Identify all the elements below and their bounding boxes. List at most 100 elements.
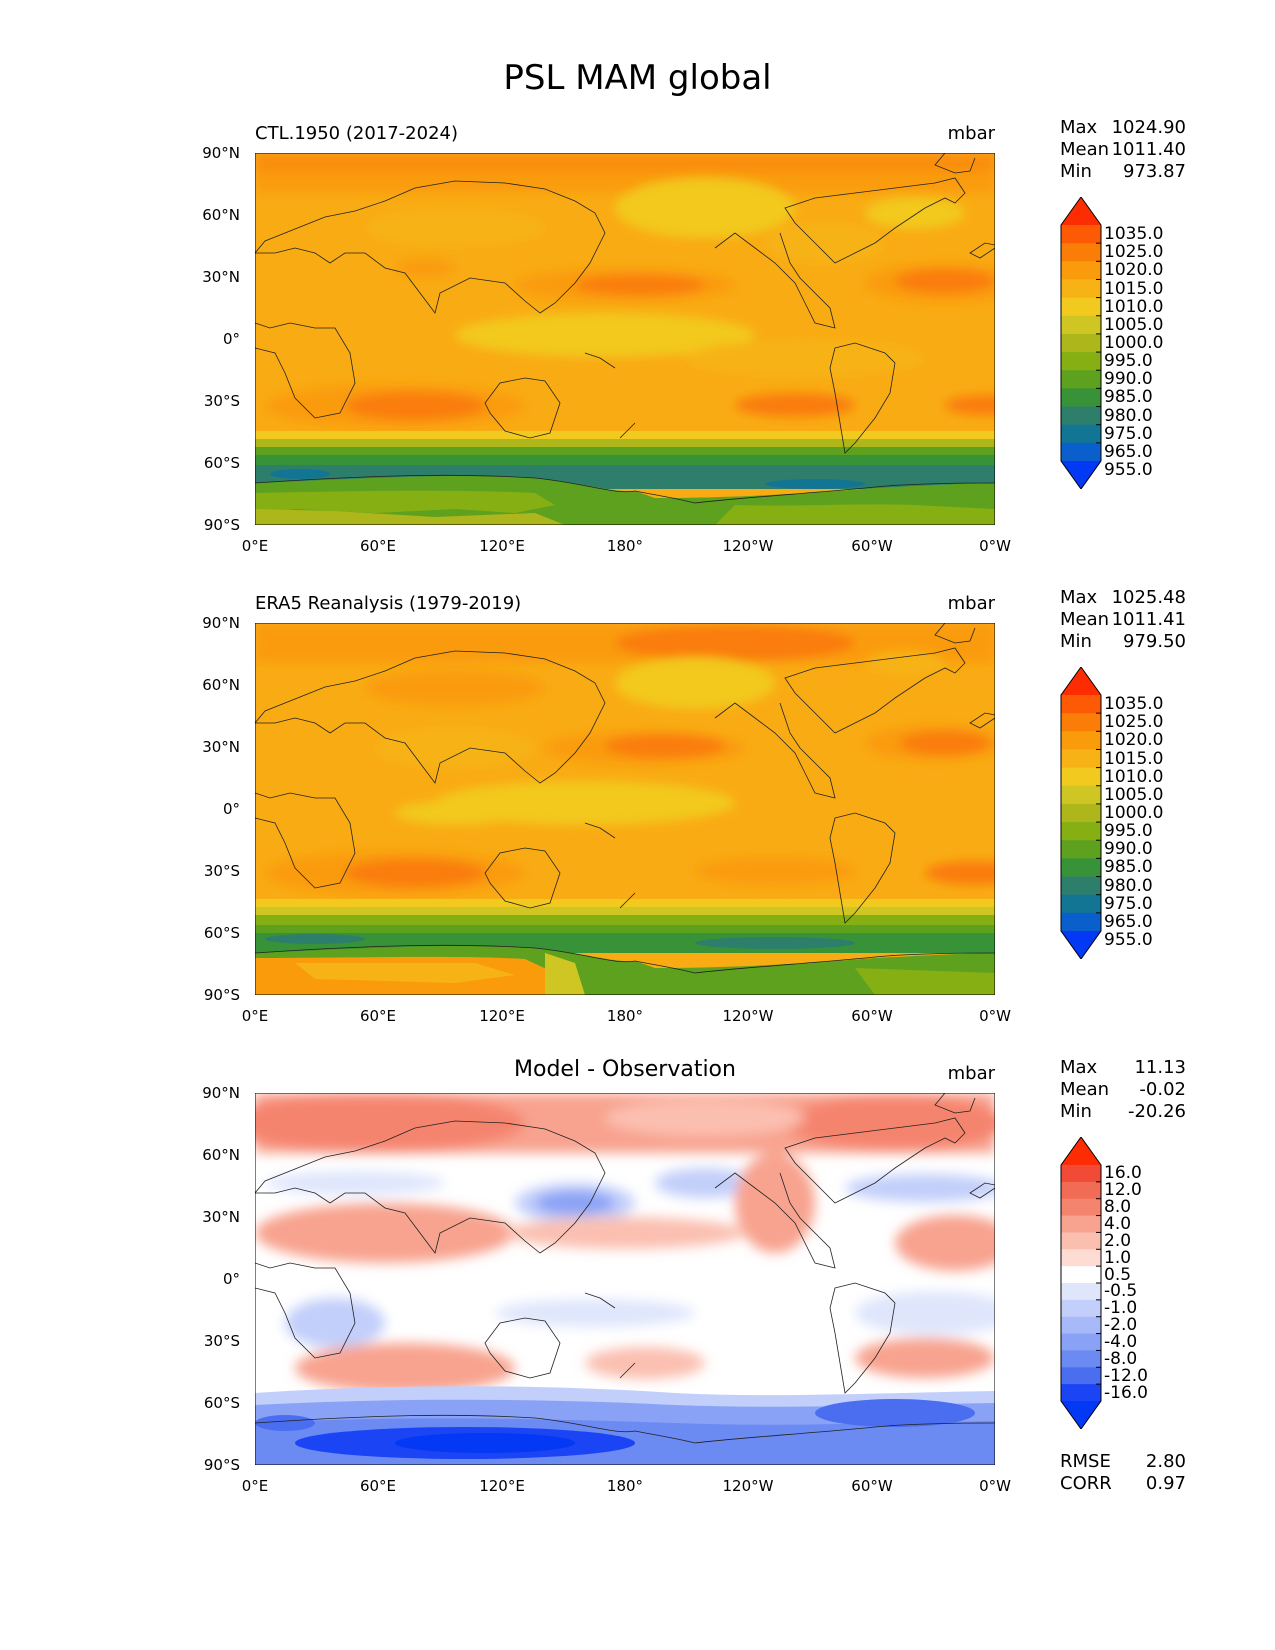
colorbar-tick-label: 1005.0 xyxy=(1104,784,1164,805)
lon-label: 120°W xyxy=(722,1007,774,1025)
lon-label: 0°W xyxy=(979,1007,1011,1025)
rmse-value: 2.80 xyxy=(1145,1451,1186,1472)
corr-metric: CORR 0.97 xyxy=(1060,1473,1186,1494)
lon-label: 120°E xyxy=(479,1477,525,1495)
lat-label: 30°N xyxy=(202,268,240,286)
lat-label: 0° xyxy=(222,330,240,348)
stat-mean-label: Mean xyxy=(1060,609,1110,630)
lat-label: 0° xyxy=(222,800,240,818)
colorbar-tick-label: 1025.0 xyxy=(1104,712,1164,733)
lat-label: 60°N xyxy=(202,676,240,694)
colorbar xyxy=(1060,667,1102,959)
lon-label: 60°W xyxy=(851,537,893,555)
colorbar-tick-label: 975.0 xyxy=(1104,423,1153,444)
lat-label: 30°S xyxy=(203,1332,240,1350)
colorbar-tick-label: 1010.0 xyxy=(1104,296,1164,317)
colorbar-tick-label: -0.5 xyxy=(1104,1281,1138,1302)
lon-label: 120°W xyxy=(722,1477,774,1495)
colorbar-tick-label: 980.0 xyxy=(1104,875,1153,896)
lon-label: 180° xyxy=(606,1007,644,1025)
colorbar-tick-label: -16.0 xyxy=(1104,1382,1148,1403)
stat-min-label: Min xyxy=(1060,1101,1092,1122)
lat-label: 90°N xyxy=(202,614,240,632)
stat-min-value: 979.50 xyxy=(1123,631,1186,652)
colorbar-tick-label: -4.0 xyxy=(1104,1332,1138,1352)
colorbar-tick-label: -12.0 xyxy=(1104,1365,1148,1386)
panel-units: mbar xyxy=(947,593,995,614)
colorbar-tick-label: 985.0 xyxy=(1104,387,1153,408)
colorbar-tick-label: 980.0 xyxy=(1104,405,1153,426)
lon-label: 0°W xyxy=(979,537,1011,555)
stat-max-label: Max xyxy=(1060,587,1098,608)
corr-value: 0.97 xyxy=(1145,1473,1186,1494)
lon-label: 120°W xyxy=(722,537,774,555)
lon-label: 60°W xyxy=(851,1007,893,1025)
lon-label: 0°E xyxy=(241,1477,269,1495)
difference-map xyxy=(255,1093,995,1465)
colorbar-tick-label: 2.0 xyxy=(1104,1230,1132,1251)
stat-max-value: 11.13 xyxy=(1134,1057,1186,1078)
colorbar-tick-label: 1020.0 xyxy=(1104,260,1164,281)
colorbar-tick-label: 1.0 xyxy=(1104,1247,1132,1268)
colorbar-tick-label: 16.0 xyxy=(1104,1163,1142,1184)
colorbar-tick-label: -2.0 xyxy=(1104,1315,1138,1336)
lon-label: 0°W xyxy=(979,1477,1011,1495)
colorbar-tick-label: 4.0 xyxy=(1104,1214,1132,1234)
colorbar-tick-label: 1035.0 xyxy=(1104,224,1164,245)
colorbar-tick-label: -8.0 xyxy=(1104,1348,1138,1369)
colorbar-tick-label: 975.0 xyxy=(1104,893,1153,914)
lat-label: 30°S xyxy=(203,392,240,410)
lon-label: 0°E xyxy=(241,1007,269,1025)
stat-max-value: 1024.90 xyxy=(1111,117,1186,138)
lon-label: 180° xyxy=(606,537,644,555)
colorbar xyxy=(1060,1137,1102,1429)
lon-label: 0°E xyxy=(241,537,269,555)
colorbar-tick-label: 955.0 xyxy=(1104,930,1153,951)
lat-label: 30°S xyxy=(203,862,240,880)
lat-label: 60°S xyxy=(203,454,240,472)
model-psl-map xyxy=(255,153,995,525)
stat-min-value: -20.26 xyxy=(1127,1101,1186,1122)
era5-psl-map xyxy=(255,623,995,995)
lat-label: 60°S xyxy=(203,1394,240,1412)
lat-label: 90°S xyxy=(203,1456,240,1474)
stat-min-value: 973.87 xyxy=(1123,161,1186,182)
colorbar-tick-label: 1035.0 xyxy=(1104,694,1164,715)
lon-label: 60°E xyxy=(359,1007,397,1025)
colorbar-tick-label: 1025.0 xyxy=(1104,242,1164,263)
lon-label: 60°E xyxy=(359,1477,397,1495)
colorbar-tick-label: 0.5 xyxy=(1104,1264,1132,1285)
colorbar-tick-label: 955.0 xyxy=(1104,460,1153,481)
colorbar-tick-label: 12.0 xyxy=(1104,1180,1142,1201)
lat-label: 90°S xyxy=(203,516,240,534)
lon-label: 60°W xyxy=(851,1477,893,1495)
colorbar-tick-label: 1000.0 xyxy=(1104,803,1164,823)
lat-label: 90°N xyxy=(202,144,240,162)
colorbar-tick-label: 1015.0 xyxy=(1104,278,1164,299)
colorbar-tick-label: -1.0 xyxy=(1104,1298,1138,1319)
colorbar-tick-label: 1020.0 xyxy=(1104,730,1164,751)
colorbar-tick-label: 985.0 xyxy=(1104,857,1153,878)
colorbar-tick-label: 8.0 xyxy=(1104,1197,1132,1218)
corr-label: CORR xyxy=(1060,1473,1112,1494)
lon-label: 180° xyxy=(606,1477,644,1495)
stat-max-value: 1025.48 xyxy=(1111,587,1186,608)
stat-mean-value: -0.02 xyxy=(1139,1079,1186,1100)
stat-mean-label: Mean xyxy=(1060,139,1110,160)
panel-units: mbar xyxy=(947,123,995,144)
rmse-metric: RMSE 2.80 xyxy=(1060,1451,1186,1472)
stat-max-label: Max xyxy=(1060,117,1098,138)
colorbar-tick-label: 965.0 xyxy=(1104,911,1153,932)
panel-units: mbar xyxy=(947,1063,995,1084)
stat-mean-label: Mean xyxy=(1060,1079,1110,1100)
panel-title: Model - Observation xyxy=(514,1057,736,1082)
lon-label: 120°E xyxy=(479,537,525,555)
rmse-label: RMSE xyxy=(1060,1451,1111,1472)
colorbar xyxy=(1060,197,1102,489)
lat-label: 60°N xyxy=(202,206,240,224)
colorbar-tick-label: 1000.0 xyxy=(1104,333,1164,353)
colorbar-tick-label: 995.0 xyxy=(1104,821,1153,842)
colorbar-tick-label: 990.0 xyxy=(1104,839,1153,860)
stat-min-label: Min xyxy=(1060,631,1092,652)
stat-max-label: Max xyxy=(1060,1057,1098,1078)
